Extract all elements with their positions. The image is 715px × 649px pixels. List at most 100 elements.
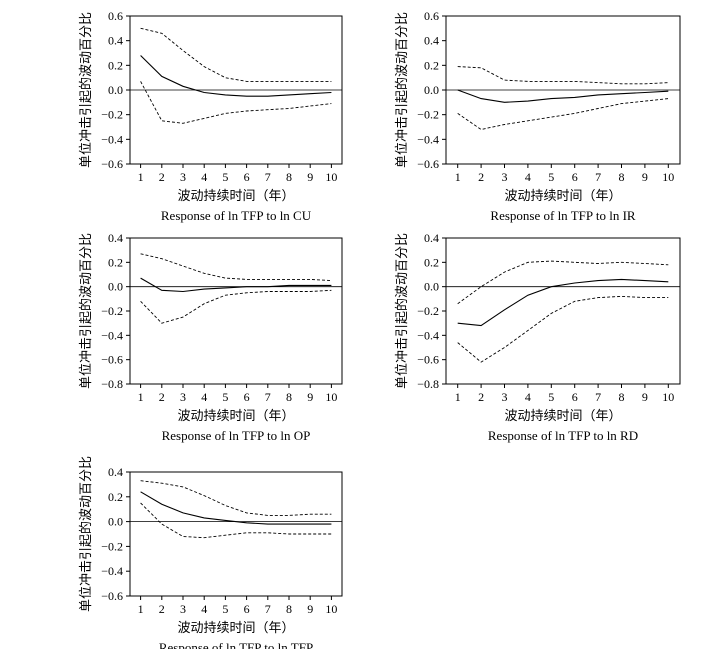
x-tick-label: 3 <box>502 390 508 404</box>
series-line-response <box>140 55 332 97</box>
chart-svg: 0.4 0.2 0.0 −0.2 −0.4 −0.6 1 2 3 4 5 6 7 8 9 10 单位冲击引起的波… <box>78 456 343 649</box>
x-tick-label: 6 <box>244 390 250 404</box>
y-tick-label: −0.6 <box>101 589 123 603</box>
x-tick-label: 8 <box>286 170 292 184</box>
chart-caption: Response of ln TFP to ln IR <box>490 208 636 223</box>
x-axis-label: 波动持续时间（年） <box>177 189 294 204</box>
plot-frame <box>129 471 343 597</box>
x-tick-label: 9 <box>307 390 313 404</box>
series-line-response <box>457 278 669 327</box>
x-tick-label: 3 <box>180 390 186 404</box>
y-tick-label: 0.6 <box>424 9 439 23</box>
y-tick-label: 0.0 <box>108 515 123 529</box>
series-line-lower <box>457 295 669 363</box>
x-tick-label: 1 <box>455 170 461 184</box>
x-tick-label: 7 <box>265 170 271 184</box>
chart-svg: 0.6 0.4 0.2 0.0 −0.2 −0.4 −0.6 1 2 3 4 5 6 7 8 9 10 单位冲击引… <box>78 9 343 223</box>
series-line-response <box>140 491 332 525</box>
y-tick-label: −0.2 <box>101 539 123 553</box>
x-tick-label: 1 <box>455 390 461 404</box>
chart-caption: Response of ln TFP to ln CU <box>161 208 312 223</box>
chart-panel-rd: 0.4 0.2 0.0 −0.2 −0.4 −0.6 −0.8 1 2 3 4 5 6 7 8 9 10 单位冲击… <box>394 226 714 443</box>
chart-panel-cu: 0.6 0.4 0.2 0.0 −0.2 −0.4 −0.6 1 2 3 4 5 6 7 8 9 10 单位冲击引… <box>78 4 368 223</box>
chart-panel-op: 0.4 0.2 0.0 −0.2 −0.4 −0.6 −0.8 1 2 3 4 5 6 7 8 9 10 单位冲击… <box>78 226 368 443</box>
x-tick-label: 4 <box>201 390 207 404</box>
x-tick-label: 8 <box>619 390 625 404</box>
y-tick-label: 0.0 <box>424 280 439 294</box>
plot-frame <box>129 237 343 385</box>
y-tick-label: −0.4 <box>417 132 439 146</box>
y-tick-label: −0.6 <box>101 157 123 171</box>
y-tick-label: −0.2 <box>417 108 439 122</box>
x-tick-label: 7 <box>595 390 601 404</box>
x-tick-label: 2 <box>159 390 165 404</box>
y-tick-label: −0.8 <box>101 377 123 391</box>
y-tick-label: −0.6 <box>417 157 439 171</box>
y-tick-label: 0.2 <box>108 490 123 504</box>
chart-caption: Response of ln TFP to ln TFP <box>159 640 313 649</box>
y-tick-label: −0.4 <box>101 564 123 578</box>
x-tick-label: 4 <box>525 390 531 404</box>
x-tick-label: 2 <box>478 390 484 404</box>
x-tick-label: 6 <box>572 170 578 184</box>
chart-caption: Response of ln TFP to ln RD <box>488 428 638 443</box>
y-tick-label: −0.2 <box>101 108 123 122</box>
y-tick-label: −0.4 <box>101 132 123 146</box>
x-tick-label: 10 <box>325 170 337 184</box>
chart-svg: 0.6 0.4 0.2 0.0 −0.2 −0.4 −0.6 1 2 3 4 5 6 7 8 9 10 单位冲击引… <box>394 9 681 223</box>
x-axis-label: 波动持续时间（年） <box>177 409 294 424</box>
x-tick-label: 9 <box>642 390 648 404</box>
series-line-upper <box>140 253 332 282</box>
x-tick-label: 7 <box>265 602 271 616</box>
y-tick-label: −0.6 <box>417 353 439 367</box>
x-tick-label: 6 <box>244 170 250 184</box>
y-tick-label: 0.2 <box>108 58 123 72</box>
x-tick-label: 1 <box>138 602 144 616</box>
x-tick-label: 3 <box>502 170 508 184</box>
x-tick-label: 5 <box>222 170 228 184</box>
chart-panel-ir: 0.6 0.4 0.2 0.0 −0.2 −0.4 −0.6 1 2 3 4 5 6 7 8 9 10 单位冲击引… <box>394 4 714 223</box>
series-line-lower <box>457 98 669 130</box>
x-tick-label: 10 <box>662 170 674 184</box>
series-line-upper <box>140 27 332 82</box>
y-tick-label: −0.2 <box>101 304 123 318</box>
x-tick-label: 8 <box>619 170 625 184</box>
x-tick-label: 5 <box>222 390 228 404</box>
x-tick-label: 2 <box>159 602 165 616</box>
y-tick-label: 0.4 <box>424 231 439 245</box>
x-tick-label: 1 <box>138 390 144 404</box>
y-tick-label: −0.8 <box>417 377 439 391</box>
y-tick-label: 0.0 <box>108 280 123 294</box>
y-tick-label: −0.2 <box>417 304 439 318</box>
x-tick-label: 6 <box>244 602 250 616</box>
x-axis-label: 波动持续时间（年） <box>504 409 621 424</box>
chart-caption: Response of ln TFP to ln OP <box>162 428 311 443</box>
x-tick-label: 2 <box>478 170 484 184</box>
series-line-lower <box>140 289 332 324</box>
x-axis-label: 波动持续时间（年） <box>177 621 294 636</box>
x-tick-label: 4 <box>525 170 531 184</box>
y-tick-label: −0.4 <box>417 328 439 342</box>
y-tick-label: 0.2 <box>424 255 439 269</box>
series-line-response <box>457 89 669 103</box>
series-line-upper <box>457 66 669 85</box>
y-tick-label: −0.4 <box>101 328 123 342</box>
y-tick-label: 0.0 <box>108 83 123 97</box>
x-tick-label: 2 <box>159 170 165 184</box>
x-tick-label: 5 <box>548 390 554 404</box>
y-tick-label: 0.2 <box>108 255 123 269</box>
y-axis-label: 单位冲击引起的波动百分比 <box>78 233 94 389</box>
x-axis-label: 波动持续时间（年） <box>504 189 621 204</box>
y-tick-label: 0.2 <box>424 58 439 72</box>
series-line-response <box>140 277 332 293</box>
x-tick-label: 6 <box>572 390 578 404</box>
y-tick-label: 0.4 <box>108 34 123 48</box>
y-axis-label: 单位冲击引起的波动百分比 <box>78 12 94 168</box>
series-line-upper <box>457 260 669 305</box>
chart-svg: 0.4 0.2 0.0 −0.2 −0.4 −0.6 −0.8 1 2 3 4 5 6 7 8 9 10 单位冲击… <box>78 231 343 443</box>
x-tick-label: 9 <box>307 170 313 184</box>
x-tick-label: 4 <box>201 170 207 184</box>
x-tick-label: 8 <box>286 602 292 616</box>
series-line-lower <box>140 81 332 124</box>
y-tick-label: 0.4 <box>108 465 123 479</box>
